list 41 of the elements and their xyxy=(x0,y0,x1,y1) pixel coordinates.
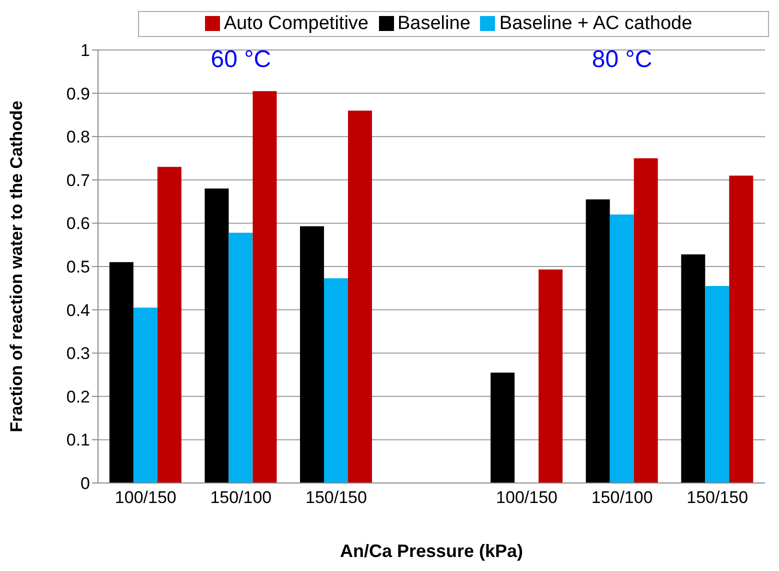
y-tick-label: 0.9 xyxy=(66,84,90,104)
annotation: 60 °C xyxy=(210,46,272,74)
y-tick-label: 0.2 xyxy=(66,387,90,406)
bar xyxy=(729,176,754,483)
y-tick-label: 0.8 xyxy=(66,128,90,147)
bar xyxy=(252,91,277,483)
y-tick-label: 0.3 xyxy=(66,344,90,364)
x-tick-label: 150/150 xyxy=(686,488,748,508)
y-tick-label: 0.7 xyxy=(66,170,90,190)
y-tick-label: 0.1 xyxy=(66,430,90,450)
x-axis-title: An/Ca Pressure (kPa) xyxy=(340,541,524,561)
x-tick-label: 150/100 xyxy=(210,488,272,508)
y-axis-title: Fraction of reaction water to the Cathode xyxy=(7,100,26,432)
bar xyxy=(705,286,730,483)
x-tick-label: 150/100 xyxy=(591,488,653,508)
y-tick-label: 0.4 xyxy=(66,300,90,320)
bar xyxy=(681,254,706,483)
bar xyxy=(204,188,229,483)
bar xyxy=(490,372,515,483)
bar xyxy=(348,110,372,483)
y-tick-label: 0 xyxy=(80,474,90,494)
bar xyxy=(324,278,348,483)
annotation: 80 °C xyxy=(590,46,654,74)
legend-label: Baseline + AC cathode xyxy=(499,13,692,34)
legend-label: Baseline xyxy=(398,13,470,34)
bar xyxy=(157,166,182,483)
bar xyxy=(133,308,158,483)
bar xyxy=(300,226,324,483)
y-tick-label: 0.6 xyxy=(66,214,90,234)
x-tick-label: 100/150 xyxy=(114,488,176,508)
x-tick-label: 100/150 xyxy=(496,488,558,508)
x-tick-label: 150/150 xyxy=(305,488,367,508)
y-tick-label: 0.5 xyxy=(66,258,90,277)
bar xyxy=(109,262,134,483)
y-tick-label: 1 xyxy=(80,41,90,60)
bar xyxy=(634,158,658,483)
bar xyxy=(538,270,563,483)
bar xyxy=(228,232,253,483)
bar xyxy=(586,199,610,483)
bar xyxy=(610,214,634,483)
legend-label: Auto Competitive xyxy=(224,13,368,34)
